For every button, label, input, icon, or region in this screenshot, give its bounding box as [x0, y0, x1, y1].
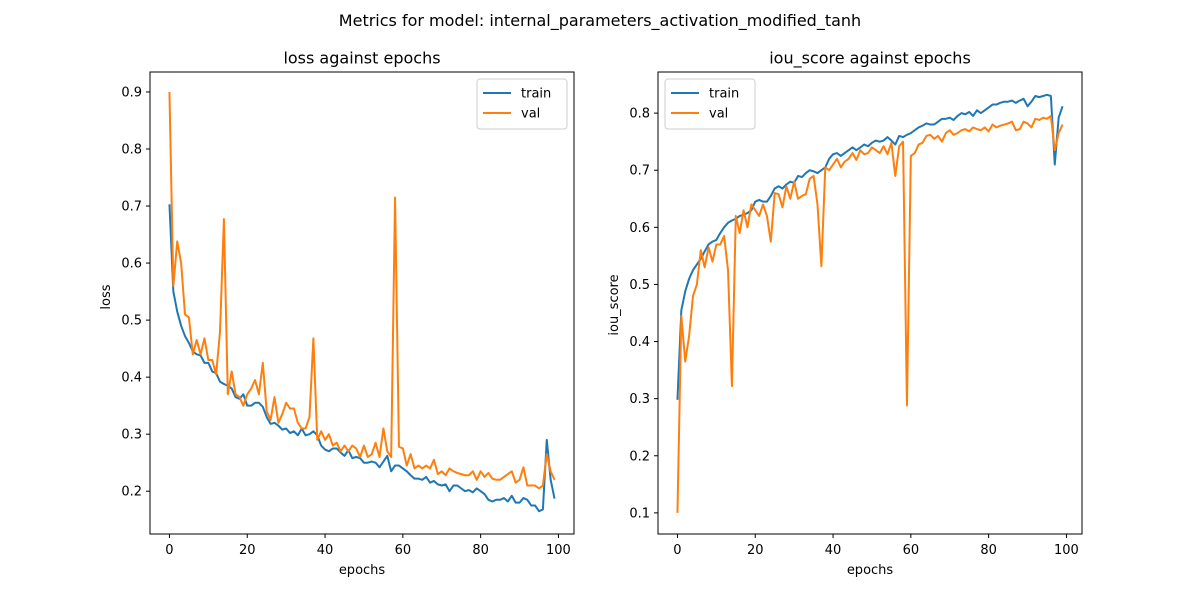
loss-y-tick-label: 0.8 [121, 143, 142, 158]
iou-x-tick-label: 100 [1054, 543, 1079, 558]
iou-x-tick-label: 60 [903, 543, 920, 558]
iou-plot: iou_score against epochs epochs iou_scor… [607, 49, 1083, 578]
iou-y-tick-label: 0.6 [629, 221, 650, 236]
iou-series-line-train [676, 93, 1064, 400]
iou-y-tick-label: 0.4 [629, 335, 650, 350]
iou-x-tick-label: 20 [747, 543, 764, 558]
loss-x-axis-label: epochs [339, 563, 386, 578]
iou-x-tick-label: 0 [673, 543, 681, 558]
iou-y-tick-label: 0.2 [629, 449, 650, 464]
loss-x-tick-label: 40 [317, 543, 334, 558]
loss-x-tick-label: 0 [165, 543, 173, 558]
iou-y-axis-label: iou_score [607, 274, 622, 335]
iou-plot-title: iou_score against epochs [769, 49, 971, 69]
loss-y-tick-label: 0.3 [121, 428, 142, 443]
iou-y-tick-label: 0.8 [629, 107, 650, 122]
loss-x-tick-label: 100 [546, 543, 571, 558]
iou-legend-label-val: val [709, 107, 728, 122]
iou-x-axis-label: epochs [847, 563, 894, 578]
loss-plot: loss against epochs epochs loss 0 20 40 60 8… [99, 49, 575, 578]
loss-x-tick-label: 20 [239, 543, 256, 558]
iou-series-line-val [676, 114, 1064, 513]
loss-y-tick-label: 0.4 [121, 371, 142, 386]
loss-y-tick-label: 0.7 [121, 200, 142, 215]
iou-legend [664, 78, 756, 130]
loss-legend [476, 78, 568, 130]
loss-y-tick-label: 0.9 [121, 85, 142, 100]
loss-plot-title: loss against epochs [283, 49, 440, 68]
iou-y-tick-label: 0.3 [629, 392, 650, 407]
iou-x-tick-label: 80 [980, 543, 997, 558]
loss-plot-frame [149, 71, 575, 535]
iou-y-tick-label: 0.7 [629, 164, 650, 179]
figure-title: Metrics for model: internal_parameters_a… [339, 11, 861, 31]
loss-x-tick-label: 80 [472, 543, 489, 558]
loss-x-tick-label: 60 [395, 543, 412, 558]
iou-legend-label-train: train [709, 87, 739, 102]
iou-y-tick-label: 0.5 [629, 278, 650, 293]
loss-series-line-train [168, 204, 556, 513]
loss-y-tick-label: 0.2 [121, 485, 142, 500]
loss-series-line-val [168, 91, 556, 490]
iou-y-tick-label: 0.1 [629, 506, 650, 521]
loss-y-tick-label: 0.6 [121, 257, 142, 272]
loss-legend-label-train: train [521, 87, 551, 102]
loss-legend-label-val: val [521, 107, 540, 122]
iou-x-tick-label: 40 [825, 543, 842, 558]
loss-y-axis-label: loss [99, 284, 114, 309]
iou-plot-frame [657, 71, 1083, 535]
loss-y-tick-label: 0.5 [121, 314, 142, 329]
